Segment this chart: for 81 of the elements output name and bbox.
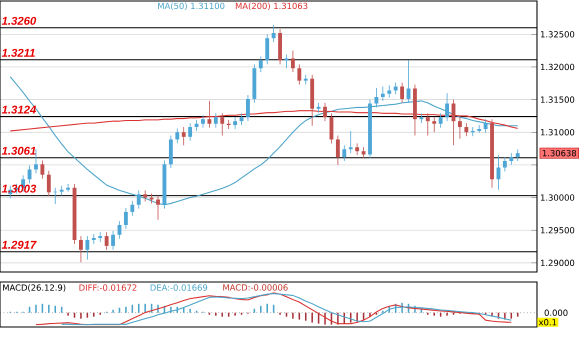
candlestick [92,234,96,244]
text: x0.1 [538,319,556,326]
candlestick [118,220,122,240]
candlestick [79,236,83,263]
candlestick [452,99,456,146]
candlestick [464,122,468,137]
candlestick [240,112,244,126]
candlestick [28,165,32,184]
candlestick [46,170,51,197]
candlestick [342,144,346,162]
candlestick [458,116,462,140]
candlestick [40,160,44,180]
candlestick [214,112,218,128]
y-tick-label: 1.29000 [540,260,574,266]
candlestick [374,87,378,108]
candlestick [265,34,270,65]
candlestick [330,112,334,144]
ref-line-label: 1.3124 [2,106,36,114]
y-tick-label: 1.32500 [540,31,574,38]
candlestick [484,118,488,134]
candlestick [150,193,154,204]
candlestick [130,200,134,216]
candlestick [362,146,366,159]
text: DIFF:-0.01672 [79,284,136,291]
y-tick-label: 1.31500 [540,96,574,103]
text: MACD:-0.00006 [223,284,288,291]
candlestick [304,74,308,85]
candlestick [470,126,475,137]
candlestick [194,119,198,132]
candlestick [34,148,38,174]
candlestick [272,24,276,43]
candlestick [336,135,340,166]
candlestick [98,232,102,242]
candlestick [394,82,398,95]
candlestick [355,142,360,156]
ref-line-label: 0.000 [544,310,568,316]
candlestick [182,126,186,146]
candlestick [188,122,192,142]
text: MA(200) 1.31063 [236,2,308,10]
candlestick [445,92,449,122]
candlestick [258,56,263,73]
candlestick [246,94,250,122]
candlestick [323,102,327,122]
series-label: DEA:-0.01669 [150,284,208,291]
candlestick [60,185,64,196]
candlestick [509,152,514,166]
candlestick [380,86,385,102]
candlestick [207,100,212,128]
text: 1.30638 [542,150,576,156]
ref-line-label: 1.3061 [2,146,36,155]
candlestick [284,54,288,69]
chart-title: MACD(26.12.9) [3,284,66,292]
y-tick-label: 1.30000 [540,194,574,201]
candlestick [156,195,160,220]
y-tick-label: 1.31000 [540,129,574,136]
y-tick-label: 1.29500 [540,227,574,234]
candlestick [201,114,205,128]
candlestick [400,82,404,104]
ref-line-label: 1.3260 [2,16,36,25]
text: MA(50) 1.31100 [158,2,224,10]
candlestick [104,232,109,250]
candlestick [220,112,224,136]
candlestick [516,148,520,162]
candlestick [438,112,443,128]
candlestick [426,112,430,136]
candlestick [290,50,295,73]
candlestick [85,236,90,260]
candlestick [502,156,507,172]
candlestick [53,187,58,204]
candlestick [432,116,436,133]
candlestick [496,154,500,190]
candlestick [419,112,424,124]
candlestick [111,230,115,250]
ref-line-label: 1.3211 [2,48,35,57]
candlestick [143,190,148,202]
candlestick [297,64,302,85]
y-tick-label: 1.32000 [540,64,574,70]
candlestick [233,116,238,130]
candlestick [406,60,410,104]
candlestick [124,208,128,230]
ref-line-label: 1.2917 [2,240,37,249]
